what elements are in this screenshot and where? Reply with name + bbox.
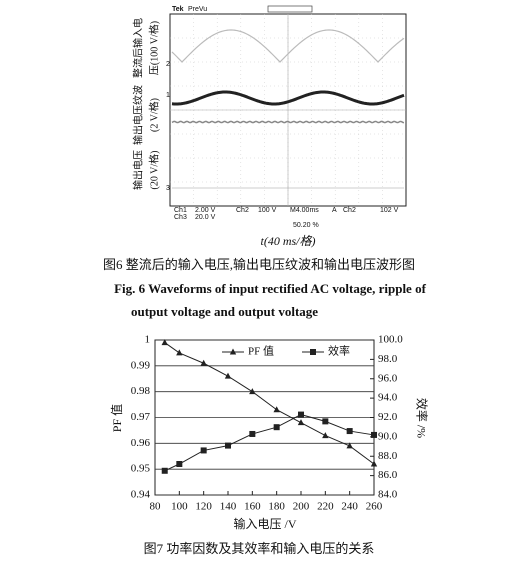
x-tick-label: 240 (341, 501, 358, 513)
channel-marker: 3 (166, 185, 170, 192)
y2-tick-label: 90.0 (378, 430, 398, 442)
channel-marker: 2 (166, 61, 170, 68)
y-tick-label: 0.97 (131, 411, 151, 423)
status-text: A (332, 207, 337, 214)
x-axis-title: 输入电压 /V (233, 516, 296, 531)
scope-brand: Tek (172, 6, 184, 13)
ripple-wave (171, 90, 405, 106)
y2-tick-label: 92.0 (378, 411, 398, 423)
status-text: Ch2 (236, 207, 249, 214)
graticule (170, 14, 406, 206)
y-tick-label: 0.99 (131, 359, 151, 371)
x-tick-label: 260 (366, 501, 383, 513)
x-tick-label: 140 (220, 501, 237, 513)
point-marker (310, 349, 316, 355)
point-marker (176, 461, 183, 467)
y-tick-label: 0.94 (131, 489, 151, 501)
legend-label: PF 值 (248, 345, 274, 358)
point-marker (176, 349, 183, 356)
point-marker (229, 348, 237, 355)
time-label: t(40 ms/格) (261, 234, 316, 248)
status-text: 102 V (380, 207, 399, 214)
channel-label: 压(100 V/格) (147, 21, 160, 75)
status-text: Ch3 (174, 214, 187, 221)
point-marker (200, 447, 207, 454)
status-text: 20.0 V (195, 214, 216, 221)
y2-tick-label: 86.0 (378, 469, 398, 481)
series-line (164, 414, 375, 472)
caption-en: output voltage and output voltage (131, 304, 318, 319)
y-tick-label: 0.96 (131, 437, 151, 449)
y2-tick-label: 96.0 (378, 372, 398, 384)
legend-label: 效率 (328, 344, 350, 358)
point-marker (200, 359, 207, 366)
status-text: Ch1 (174, 207, 187, 214)
point-marker (370, 460, 378, 467)
x-tick-label: 220 (317, 501, 334, 513)
output-wave (171, 120, 405, 124)
status-text: 100 V (258, 207, 277, 214)
y-tick-label: 1 (145, 334, 151, 346)
record-bar (267, 5, 313, 13)
x-tick-label: 200 (293, 501, 310, 513)
channel-label: 输出电压纹波 (131, 85, 144, 145)
point-marker (224, 372, 232, 379)
rectified-wave (171, 29, 405, 63)
status-text: M4.00ms (290, 207, 319, 214)
y2-tick-label: 98.0 (378, 353, 398, 365)
point-marker (161, 339, 168, 346)
y-tick-label: 0.98 (131, 385, 151, 397)
point-marker (225, 442, 231, 449)
point-marker (346, 442, 353, 449)
status-text: 50.20 % (293, 222, 319, 229)
y2-tick-label: 88.0 (378, 450, 398, 462)
y-axis-title: PF 值 (109, 404, 124, 432)
channel-label: (20 V/格) (147, 151, 160, 190)
point-marker (249, 388, 256, 395)
channel-label: (2 V/格) (147, 98, 160, 132)
y2-axis-title: 效率 /% (414, 398, 429, 438)
x-tick-label: 80 (150, 501, 162, 513)
point-marker (322, 418, 329, 425)
y-tick-label: 0.95 (131, 463, 151, 475)
series-line (164, 342, 375, 465)
channel-label: 整流后输入电 (131, 18, 144, 78)
caption-cn: 图6 整流后的输入电压,输出电压纹波和输出电压波形图 (103, 257, 415, 272)
caption: 图7 功率因数及其效率和输入电压的关系 (144, 541, 375, 556)
point-marker (161, 467, 168, 474)
status-text: Ch2 (343, 207, 356, 214)
point-marker (371, 431, 377, 438)
x-tick-label: 180 (268, 501, 285, 513)
point-marker (249, 430, 256, 437)
point-marker (273, 424, 280, 431)
channel-labels: 整流后输入电 压(100 V/格) 输出电压纹波 (2 V/格) 输出电压 (2… (131, 18, 160, 190)
channel-marker: 1 (166, 92, 170, 99)
point-marker (346, 428, 353, 435)
y2-tick-label: 84.0 (378, 489, 398, 501)
chart: PF 值 效率 /% 输入电压 /V 0.94 0.95 0.96 0.97 0.98 0… (109, 334, 430, 531)
point-marker (298, 411, 304, 418)
scope-screen: Tek PreVu 2 1 3 Ch1 2.00 V Ch2 100 V M4.… (166, 5, 407, 229)
point-marker (297, 419, 305, 426)
x-tick-label: 100 (171, 501, 188, 513)
y2-tick-label: 100.0 (378, 334, 403, 346)
waveforms (171, 29, 405, 189)
scope-mode: PreVu (188, 6, 207, 13)
x-tick-label: 160 (244, 501, 261, 513)
status-text: 2.00 V (195, 207, 216, 214)
y2-tick-label: 94.0 (378, 392, 398, 404)
channel-label: 输出电压 (131, 150, 144, 190)
point-marker (273, 406, 280, 413)
caption-en: Fig. 6 Waveforms of input rectified AC v… (114, 281, 427, 296)
point-marker (322, 432, 329, 439)
x-tick-label: 120 (195, 501, 212, 513)
